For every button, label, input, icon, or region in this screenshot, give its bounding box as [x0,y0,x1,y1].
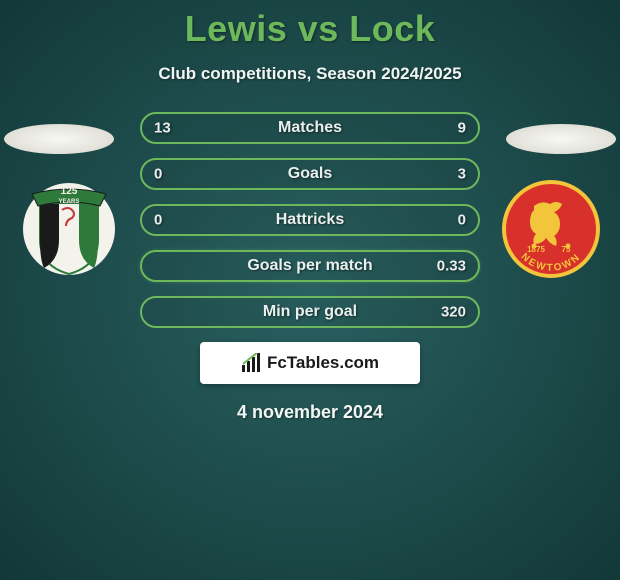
stat-label: Goals per match [247,257,372,275]
stat-value-right: 3 [458,166,466,183]
stat-label: Hattricks [276,211,344,229]
stat-value-left: 0 [154,212,162,229]
stat-value-right: 0 [458,212,466,229]
date-stamp: 4 november 2024 [0,402,620,423]
stat-value-right: 0.33 [437,258,466,275]
stat-value-right: 9 [458,120,466,137]
stat-label: Goals [288,165,332,183]
page-title: Lewis vs Lock [0,0,620,50]
subtitle: Club competitions, Season 2024/2025 [0,64,620,84]
stat-row-hattricks: 0 Hattricks 0 [140,204,480,236]
stats-container: 13 Matches 9 0 Goals 3 0 Hattricks 0 Goa… [0,112,620,328]
footer-logo-card: FcTables.com [200,342,420,384]
stat-value-right: 320 [441,304,466,321]
stat-label: Min per goal [263,303,357,321]
bar-chart-icon [241,353,263,373]
stat-value-left: 0 [154,166,162,183]
footer-brand: FcTables.com [267,353,379,373]
stat-label: Matches [278,119,342,137]
stat-row-mpg: Min per goal 320 [140,296,480,328]
stat-row-goals: 0 Goals 3 [140,158,480,190]
stat-value-left: 13 [154,120,171,137]
stat-row-matches: 13 Matches 9 [140,112,480,144]
stat-row-gpm: Goals per match 0.33 [140,250,480,282]
